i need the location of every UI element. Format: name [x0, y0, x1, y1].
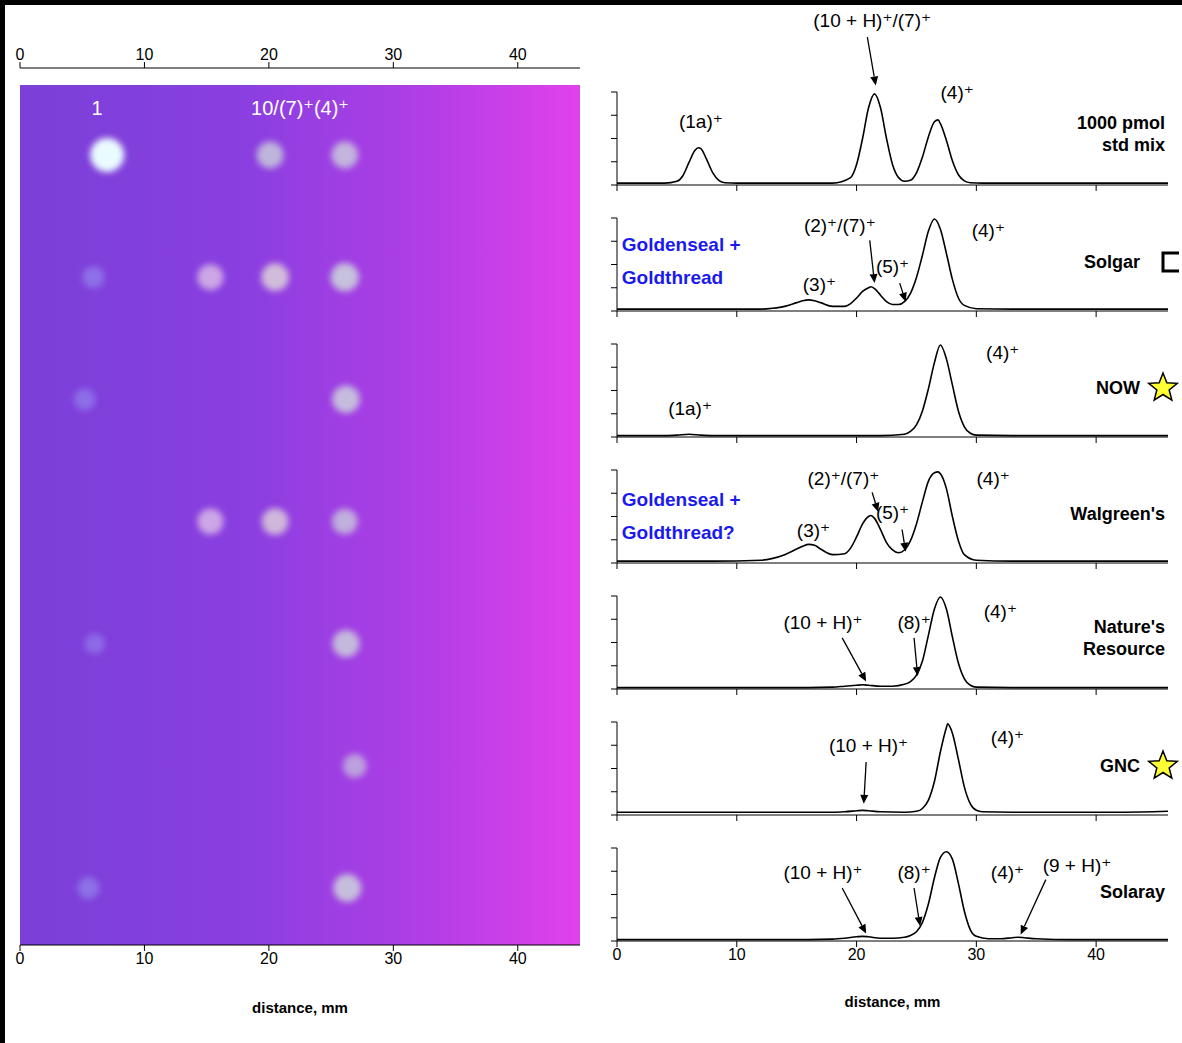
svg-text:(10 + H)⁺: (10 + H)⁺: [783, 612, 862, 633]
svg-text:40: 40: [509, 46, 527, 63]
svg-text:(10 + H)⁺/(7)⁺: (10 + H)⁺/(7)⁺: [813, 10, 931, 31]
svg-text:(5)⁺: (5)⁺: [876, 256, 909, 277]
svg-text:Goldenseal +: Goldenseal +: [622, 489, 741, 510]
svg-text:40: 40: [1087, 946, 1105, 963]
svg-text:(5)⁺: (5)⁺: [876, 502, 909, 523]
svg-text:Goldenseal +: Goldenseal +: [622, 234, 741, 255]
svg-text:30: 30: [967, 946, 985, 963]
svg-text:(4)⁺: (4)⁺: [991, 727, 1024, 748]
svg-text:10: 10: [728, 946, 746, 963]
svg-text:(3)⁺: (3)⁺: [797, 520, 830, 541]
svg-text:(4)⁺: (4)⁺: [972, 220, 1005, 241]
svg-text:(4)⁺: (4)⁺: [986, 342, 1019, 363]
svg-text:(4)⁺: (4)⁺: [976, 468, 1009, 489]
svg-text:distance, mm: distance, mm: [252, 999, 348, 1016]
html-text:Resource: Resource: [1083, 639, 1165, 659]
svg-text:distance, mm: distance, mm: [845, 993, 941, 1010]
svg-text:(2)⁺/(7)⁺: (2)⁺/(7)⁺: [807, 468, 879, 489]
svg-text:20: 20: [848, 946, 866, 963]
svg-text:20: 20: [260, 950, 278, 967]
html-text:1000 pmol: 1000 pmol: [1077, 113, 1165, 133]
svg-text:20: 20: [260, 46, 278, 63]
html-text:NOW: NOW: [1096, 378, 1140, 398]
svg-text:(9 + H)⁺: (9 + H)⁺: [1043, 855, 1112, 876]
html-text:Solgar: Solgar: [1084, 252, 1140, 272]
svg-text:(4)⁺: (4)⁺: [991, 862, 1024, 883]
html-text:Nature's: Nature's: [1093, 617, 1165, 637]
svg-text:(4)⁺: (4)⁺: [941, 82, 974, 103]
html-text:GNC: GNC: [1100, 756, 1140, 776]
svg-text:10: 10: [136, 950, 154, 967]
svg-text:(8)⁺: (8)⁺: [897, 612, 930, 633]
svg-text:10/(7)⁺(4)⁺: 10/(7)⁺(4)⁺: [251, 97, 349, 119]
svg-text:(8)⁺: (8)⁺: [897, 862, 930, 883]
html-text:std mix: std mix: [1102, 135, 1165, 155]
svg-text:10: 10: [136, 46, 154, 63]
svg-text:30: 30: [384, 950, 402, 967]
svg-text:0: 0: [16, 46, 25, 63]
svg-text:Goldthread: Goldthread: [622, 267, 723, 288]
svg-text:(3)⁺: (3)⁺: [803, 274, 836, 295]
svg-text:0: 0: [613, 946, 622, 963]
svg-text:(1a)⁺: (1a)⁺: [679, 111, 723, 132]
svg-text:(1a)⁺: (1a)⁺: [668, 398, 712, 419]
svg-text:(10 + H)⁺: (10 + H)⁺: [829, 735, 908, 756]
html-text:Solaray: Solaray: [1100, 882, 1165, 902]
svg-text:(2)⁺/(7)⁺: (2)⁺/(7)⁺: [804, 215, 876, 236]
svg-text:(4)⁺: (4)⁺: [984, 601, 1017, 622]
svg-text:Goldthread?: Goldthread?: [622, 522, 735, 543]
svg-text:(10 + H)⁺: (10 + H)⁺: [783, 862, 862, 883]
svg-text:30: 30: [384, 46, 402, 63]
svg-text:1: 1: [92, 97, 103, 119]
svg-text:0: 0: [16, 950, 25, 967]
html-text:Walgreen's: Walgreen's: [1070, 504, 1165, 524]
svg-text:40: 40: [509, 950, 527, 967]
